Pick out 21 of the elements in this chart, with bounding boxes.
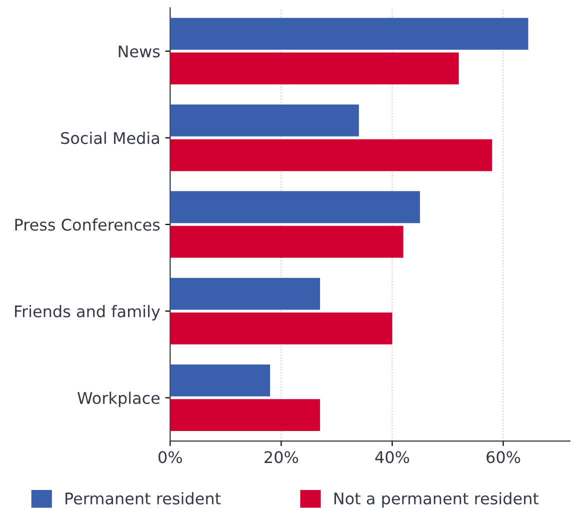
bar xyxy=(170,312,392,344)
legend-label: Permanent resident xyxy=(66,492,221,505)
bar xyxy=(170,104,359,136)
y-tick-label: Workplace xyxy=(78,392,160,408)
bar xyxy=(170,139,492,172)
y-tick-label: Press Conferences xyxy=(15,218,160,231)
x-tick-label: 20% xyxy=(264,451,298,464)
bar xyxy=(170,18,528,50)
bar xyxy=(170,399,320,432)
y-tick-label: Friends and family xyxy=(15,305,160,320)
x-tick-label: 0% xyxy=(158,451,182,464)
y-tick-label: News xyxy=(118,46,160,58)
bar xyxy=(170,52,459,84)
bar xyxy=(170,278,320,310)
x-tick-label: 60% xyxy=(486,451,520,464)
bar xyxy=(170,364,270,396)
bar xyxy=(170,191,420,224)
y-tick-label: Social Media xyxy=(61,132,159,144)
bar xyxy=(170,226,404,258)
x-tick-label: 40% xyxy=(375,451,410,464)
legend-label: Not a permanent resident xyxy=(334,492,539,508)
